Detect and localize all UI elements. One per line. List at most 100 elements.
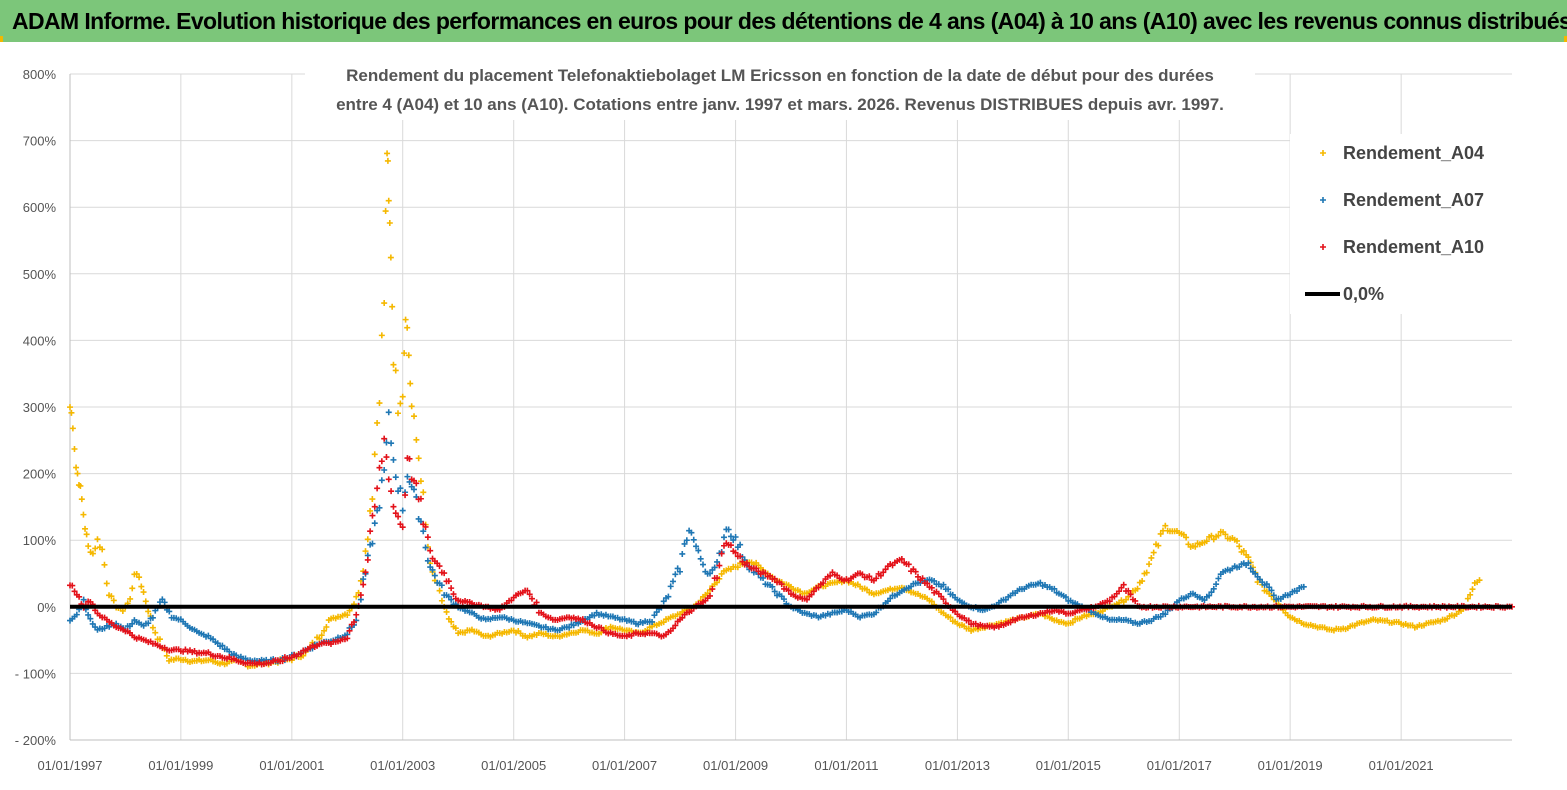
data-point [89, 620, 96, 627]
scatter-chart: 800% 700% 600% 500% 400% 300% 200% 100% 0% - 100%… [15, 62, 1515, 773]
data-point [404, 473, 411, 480]
x-tick-label: 01/01/1999 [148, 758, 213, 773]
y-tick-label: 300% [23, 400, 57, 415]
data-point [688, 529, 695, 536]
data-point [226, 648, 233, 655]
data-point [362, 569, 369, 576]
data-point [99, 546, 106, 553]
data-point [820, 579, 827, 586]
data-point [89, 550, 96, 557]
data-point [441, 570, 448, 577]
data-point [760, 575, 767, 582]
chart-frame: 800% 700% 600% 500% 400% 300% 200% 100% 0% - 100%… [0, 42, 1567, 790]
x-tick-label: 01/01/1997 [37, 758, 102, 773]
y-tick-label: - 100% [15, 666, 57, 681]
legend-label: Rendement_A04 [1343, 143, 1484, 163]
data-point [364, 536, 371, 543]
data-point [420, 528, 427, 535]
data-point [140, 589, 147, 596]
data-point [579, 616, 586, 623]
data-point [152, 629, 159, 636]
x-tick-label: 01/01/2013 [925, 758, 990, 773]
data-point [344, 612, 351, 619]
legend-label: Rendement_A10 [1343, 237, 1484, 257]
data-point [1162, 522, 1169, 529]
data-point [714, 558, 721, 565]
data-point [1206, 592, 1213, 599]
chart-title-line-1: Rendement du placement Telefonaktiebolag… [346, 66, 1214, 85]
data-point [411, 413, 418, 420]
data-point [78, 496, 85, 503]
data-point [688, 608, 695, 615]
data-point [214, 640, 221, 647]
data-point [767, 572, 774, 579]
data-point [424, 557, 431, 564]
data-point [378, 332, 385, 339]
data-point [683, 537, 690, 544]
data-point [397, 485, 404, 492]
data-point [381, 467, 388, 474]
data-point [1134, 585, 1141, 592]
data-point [1062, 594, 1069, 601]
data-point [77, 482, 84, 489]
y-tick-label: - 200% [15, 733, 57, 748]
data-point [732, 549, 739, 556]
data-point [866, 573, 873, 580]
y-tick-label: 0% [37, 600, 56, 615]
data-point [1120, 581, 1127, 588]
data-point [803, 596, 810, 603]
data-point [429, 566, 436, 573]
data-point [321, 627, 328, 634]
data-point [145, 608, 152, 615]
data-point [898, 555, 905, 562]
data-point [526, 591, 533, 598]
data-point [877, 572, 884, 579]
data-point [390, 361, 397, 368]
data-point [360, 581, 367, 588]
y-tick-label: 200% [23, 467, 57, 482]
data-point [364, 556, 371, 563]
legend-item: Rendement_A10 [1320, 237, 1484, 257]
data-point [709, 586, 716, 593]
data-point [1148, 554, 1155, 561]
data-point [1155, 542, 1162, 549]
x-tick-label: 01/01/2017 [1147, 758, 1212, 773]
data-point [80, 511, 87, 518]
data-point [1116, 588, 1123, 595]
data-point [371, 451, 378, 458]
data-point [1215, 532, 1222, 539]
data-point [422, 523, 429, 530]
data-point [808, 591, 815, 598]
data-point [1183, 534, 1190, 541]
data-point [395, 410, 402, 417]
data-point [142, 598, 149, 605]
series-Rendement_A07 [67, 409, 1307, 666]
data-point [771, 575, 778, 582]
legend-label: Rendement_A07 [1343, 190, 1484, 210]
y-tick-label: 400% [23, 333, 57, 348]
data-point [385, 409, 392, 416]
data-point [149, 624, 156, 631]
legend-item: Rendement_A04 [1320, 143, 1484, 163]
data-point [353, 593, 360, 600]
data-point [68, 409, 75, 416]
data-point [129, 620, 136, 627]
data-point [815, 584, 822, 591]
data-point [103, 580, 110, 587]
data-point [417, 495, 424, 502]
data-point [395, 488, 402, 495]
x-tick-label: 01/01/2007 [592, 758, 657, 773]
data-point [76, 593, 83, 600]
series-Rendement_A10 [67, 435, 1515, 668]
data-point [1162, 611, 1169, 618]
data-point [1069, 619, 1076, 626]
data-point [940, 596, 947, 603]
data-point [1245, 560, 1252, 567]
data-point [436, 587, 443, 594]
data-point [381, 435, 388, 442]
data-point [924, 580, 931, 587]
data-point [649, 618, 656, 625]
data-point [136, 574, 143, 581]
data-point [156, 636, 163, 643]
data-point [737, 553, 744, 560]
